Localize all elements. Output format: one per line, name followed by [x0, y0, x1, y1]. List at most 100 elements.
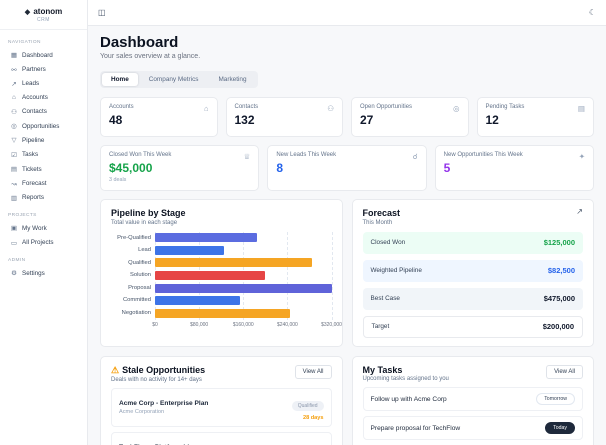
tab-home[interactable]: Home: [102, 73, 138, 86]
pipeline-by-stage-panel: Pipeline by Stage Total value in each st…: [100, 199, 343, 347]
stat-value: 48: [109, 113, 123, 127]
main-area: ◫ ☾ Dashboard Your sales overview at a g…: [88, 0, 606, 445]
brand-icon: ◆: [24, 9, 31, 16]
chart-x-axis: $0 $80,000 $160,000 $240,000 $320,000: [152, 321, 342, 331]
stat-value: 8: [276, 161, 284, 175]
stat-value: 5: [443, 161, 451, 175]
sidebar-item-label: Partners: [22, 66, 46, 74]
sidebar-item-reports[interactable]: ▥ Reports: [8, 191, 79, 205]
sidebar-item-label: Leads: [22, 80, 40, 88]
task-item[interactable]: Follow up with Acme Corp Tomorrow: [362, 387, 583, 411]
task-item[interactable]: Prepare proposal for TechFlow Today: [362, 416, 583, 440]
bottom-row: ⚠ Stale Opportunities Deals with no activ…: [100, 355, 594, 445]
stale-opportunities-panel: ⚠ Stale Opportunities Deals with no activ…: [100, 355, 343, 445]
tasks-view-all-button[interactable]: View All: [546, 364, 583, 379]
chart-bar-row: [155, 282, 332, 295]
panel-subtitle: Total value in each stage: [111, 219, 178, 226]
sidebar-item-leads[interactable]: ↗ Leads: [8, 77, 79, 91]
sidebar-toggle-icon[interactable]: ◫: [98, 7, 106, 17]
panel-subtitle: This Month: [362, 219, 393, 226]
stat-subtext: 3 deals: [109, 177, 127, 183]
sidebar-item-partners[interactable]: ⚯ Partners: [8, 62, 79, 76]
x-axis-tick-label: $80,000: [190, 321, 209, 328]
stat-label: Closed Won This Week: [109, 152, 172, 158]
pipeline-bar-chart: Pre-Qualified Lead Qualified Solution Propos…: [111, 231, 342, 331]
sidebar-item-opportunities[interactable]: ◎ Opportunities: [8, 119, 79, 133]
chart-gridline: [331, 231, 333, 320]
trending-up-icon: ↗: [576, 207, 583, 216]
stage-badge: Qualified: [291, 401, 324, 411]
dashboard-icon: ▦: [10, 52, 18, 60]
sidebar-item-dashboard[interactable]: ▦ Dashboard: [8, 48, 79, 62]
sidebar-item-label: Pipeline: [22, 136, 45, 144]
sidebar-section-admin: Admin: [8, 257, 26, 263]
forecast-row-closed-won: Closed Won $125,000: [362, 231, 583, 254]
forecast-value: $125,000: [543, 238, 575, 247]
chart-category-label: Proposal: [128, 284, 151, 291]
partners-icon: ⚯: [11, 66, 17, 74]
x-axis-tick-label: $160,000: [232, 321, 254, 328]
chart-category-label: Pre-Qualified: [117, 234, 151, 241]
sidebar-item-label: Settings: [22, 269, 45, 277]
chart-category-label: Committed: [122, 297, 151, 304]
opportunity-company: Acme Corporation: [119, 409, 165, 416]
brand-logo: ◆ atonom CRM: [0, 0, 87, 30]
page-subtitle: Your sales overview at a glance.: [100, 53, 201, 60]
sidebar-item-settings[interactable]: ⚙ Settings: [8, 266, 79, 280]
topbar: ◫ ☾: [88, 0, 606, 26]
stale-opportunity-item[interactable]: Acme Corp - Enterprise Plan Acme Corporat…: [111, 388, 332, 427]
sidebar-section-projects: Projects: [8, 213, 37, 219]
stat-label: Contacts: [234, 104, 259, 110]
sidebar-item-forecast[interactable]: ↝ Forecast: [8, 176, 79, 190]
x-axis-tick-label: $0: [152, 321, 158, 328]
contacts-icon: ⚇: [11, 108, 17, 116]
forecast-row-best-case: Best Case $475,000: [362, 287, 583, 310]
dashboard-content: Dashboard Your sales overview at a glanc…: [88, 26, 606, 445]
folder-icon: ▭: [10, 239, 18, 247]
sidebar-item-tickets[interactable]: ▤ Tickets: [8, 162, 79, 176]
forecast-value: $82,500: [547, 266, 575, 275]
stat-card-open-opportunities: Open Opportunities 27 ◎: [351, 97, 469, 137]
stale-opportunity-item[interactable]: TechFlow - Platform LicenseTechFlow Solu…: [111, 432, 332, 445]
panel-title: My Tasks: [362, 364, 403, 375]
chart-category-labels: Pre-Qualified Lead Qualified Solution Propos…: [111, 232, 155, 320]
target-icon: ◎: [452, 104, 460, 113]
stat-row-totals: Accounts 48 ⌂ Contacts 132 ⚇ Open Opport…: [100, 97, 594, 137]
tab-company-metrics[interactable]: Company Metrics: [148, 76, 199, 83]
stat-row-weekly: Closed Won This Week $45,000 3 deals ♕ N…: [100, 145, 594, 191]
sidebar-item-accounts[interactable]: ⌂ Accounts: [8, 91, 79, 104]
x-axis-tick-label: $240,000: [276, 321, 298, 328]
stat-value: $45,000: [109, 161, 153, 175]
x-axis-tick-label: $320,000: [321, 321, 342, 328]
stat-value: 27: [360, 113, 374, 127]
forecast-label: Target: [371, 323, 390, 330]
sidebar-item-label: Tickets: [22, 165, 42, 173]
chart-bar-row: [155, 244, 332, 257]
chart-category-label: Qualified: [128, 259, 151, 266]
sidebar-item-pipeline[interactable]: ▽ Pipeline: [8, 133, 79, 147]
stat-card-pending-tasks: Pending Tasks 12 ▤: [476, 97, 594, 137]
stale-view-all-button[interactable]: View All: [294, 364, 332, 379]
middle-row: Pipeline by Stage Total value in each st…: [100, 199, 594, 347]
theme-toggle-icon[interactable]: ☾: [588, 7, 596, 17]
sparkles-icon: ✦: [578, 152, 585, 161]
sidebar-item-tasks[interactable]: ☑ Tasks: [8, 148, 79, 162]
chart-bar: [155, 271, 266, 281]
chart-category-label: Solution: [130, 272, 151, 279]
leads-icon: ↗: [11, 80, 17, 88]
stat-label: Open Opportunities: [360, 104, 413, 110]
sidebar-item-label: Tasks: [22, 151, 39, 159]
stat-card-contacts: Contacts 132 ⚇: [225, 97, 343, 137]
sidebar-item-all-projects[interactable]: ▭ All Projects: [8, 236, 79, 250]
sidebar-item-label: Reports: [22, 194, 45, 202]
sidebar-item-label: Dashboard: [22, 51, 53, 59]
chart-bar-row: [155, 269, 332, 282]
panel-title: Stale Opportunities: [122, 365, 206, 375]
forecast-panel: Forecast This Month ↗ Closed Won $125,00…: [351, 199, 594, 347]
tab-marketing[interactable]: Marketing: [218, 76, 247, 83]
chart-category-label: Negotiation: [121, 310, 151, 317]
sidebar-item-contacts[interactable]: ⚇ Contacts: [8, 105, 79, 119]
chart-bar: [155, 258, 313, 268]
sidebar-item-my-work[interactable]: ▣ My Work: [8, 221, 79, 235]
task-label: Follow up with Acme Corp: [370, 395, 447, 403]
